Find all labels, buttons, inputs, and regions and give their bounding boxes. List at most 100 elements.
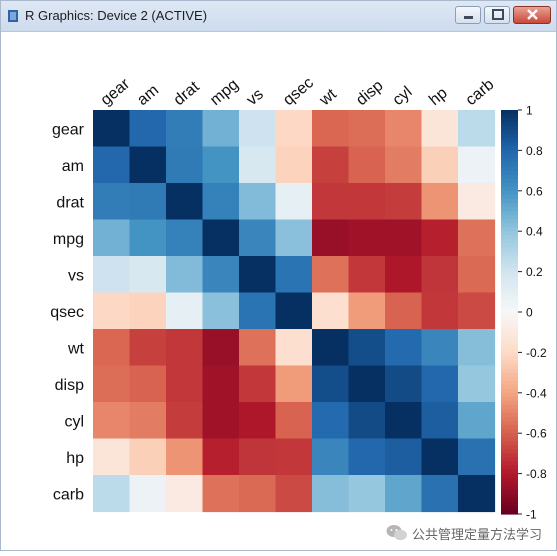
colorbar-segment <box>501 328 518 333</box>
heatmap-cell <box>239 110 277 148</box>
colorbar-segment <box>501 320 518 325</box>
heatmap-cell <box>458 329 496 367</box>
close-icon <box>527 9 538 20</box>
colorbar-segment <box>501 154 518 160</box>
heatmap-cell <box>458 402 496 440</box>
heatmap-cell <box>385 110 423 148</box>
colorbar-segment <box>501 445 518 450</box>
heatmap-cell <box>348 146 386 184</box>
heatmap-cell <box>202 146 240 184</box>
colorbar-segment <box>501 231 518 236</box>
colorbar-segment <box>501 158 518 164</box>
colorbar-segment <box>501 206 518 212</box>
heatmap-cell <box>348 475 386 513</box>
colorbar-segment <box>501 429 518 434</box>
colorbar-segment <box>501 368 518 374</box>
heatmap-cell <box>458 219 496 257</box>
heatmap-cell <box>458 146 496 184</box>
colorbar-tick-label: 0.2 <box>526 265 543 279</box>
heatmap-cell <box>458 256 496 294</box>
heatmap-cell <box>129 219 167 257</box>
colorbar-segment <box>501 110 518 115</box>
colorbar-segment <box>501 190 518 196</box>
heatmap-cell <box>129 292 167 330</box>
colorbar-segment <box>501 138 518 143</box>
heatmap-cell <box>166 365 204 403</box>
colorbar-segment <box>501 441 518 446</box>
colorbar-segment <box>501 215 518 220</box>
colorbar-segment <box>501 275 518 281</box>
column-label: wt <box>316 85 340 109</box>
row-label: wt <box>67 340 85 357</box>
heatmap-cell <box>275 365 313 403</box>
maximize-button[interactable] <box>484 6 510 24</box>
heatmap-cell <box>93 146 131 184</box>
plot-area: gear am drat mpg vs qsec wt disp cyl hp carb gear am… <box>1 32 556 551</box>
colorbar-segment <box>501 473 518 479</box>
heatmap-cell <box>166 438 204 476</box>
heatmap-cell <box>312 475 350 513</box>
colorbar-segment <box>501 316 518 321</box>
heatmap-cell <box>239 292 277 330</box>
heatmap-cell <box>93 110 131 148</box>
colorbar-segment <box>501 340 518 345</box>
heatmap-cell <box>421 110 459 148</box>
row-label: mpg <box>53 231 84 248</box>
heatmap-cell <box>202 183 240 221</box>
colorbar-tick-label: -1 <box>526 508 537 522</box>
title-bar[interactable]: R Graphics: Device 2 (ACTIVE) <box>1 1 556 32</box>
colorbar-segment <box>501 425 518 430</box>
row-label: vs <box>68 267 84 284</box>
colorbar-segment <box>501 489 518 495</box>
heatmap-cell <box>421 146 459 184</box>
colorbar-segment <box>501 295 518 301</box>
column-label: gear <box>98 75 134 109</box>
heatmap-cell <box>202 110 240 148</box>
heatmap-cell <box>93 438 131 476</box>
heatmap-cell <box>312 219 350 257</box>
heatmap-cell <box>239 183 277 221</box>
minimize-button[interactable] <box>455 6 481 24</box>
colorbar-segment <box>501 352 518 358</box>
heatmap-cell <box>275 183 313 221</box>
heatmap-cell <box>166 475 204 513</box>
column-label: drat <box>171 78 203 109</box>
heatmap-cell <box>166 183 204 221</box>
heatmap-cell <box>421 292 459 330</box>
heatmap-cell <box>239 329 277 367</box>
heatmap-cell <box>385 146 423 184</box>
heatmap-cell <box>312 146 350 184</box>
heatmap-cell <box>275 402 313 440</box>
heatmap-cell <box>458 475 496 513</box>
colorbar-tick-label: -0.8 <box>526 467 547 481</box>
colorbar-segment <box>501 392 518 398</box>
colorbar-segment <box>501 396 518 402</box>
watermark-text: 公共管理定量方法学习 <box>412 527 543 542</box>
colorbar-segment <box>501 239 518 244</box>
row-label: qsec <box>50 304 84 321</box>
heatmap-cell <box>458 292 496 330</box>
colorbar-tick-label: 1 <box>526 104 533 118</box>
heatmap-cell <box>348 256 386 294</box>
colorbar-segment <box>501 114 518 119</box>
heatmap-cell <box>166 292 204 330</box>
heatmap-cell <box>202 292 240 330</box>
heatmap-cell <box>312 256 350 294</box>
colorbar-segment <box>501 251 518 257</box>
colorbar-segment <box>501 202 518 208</box>
heatmap-cell <box>458 438 496 476</box>
heatmap-cell <box>202 402 240 440</box>
column-label: am <box>134 82 162 109</box>
colorbar-segment <box>501 211 518 216</box>
heatmap-cell <box>202 329 240 367</box>
colorbar-segment <box>501 198 518 204</box>
column-label: carb <box>463 76 498 109</box>
row-label: drat <box>56 194 84 211</box>
heatmap-cell <box>275 110 313 148</box>
close-button[interactable] <box>513 6 551 24</box>
colorbar-segment <box>501 348 518 353</box>
colorbar-segment <box>501 227 518 232</box>
heatmap-cell <box>312 402 350 440</box>
heatmap-cell <box>129 365 167 403</box>
column-label: vs <box>244 86 267 109</box>
